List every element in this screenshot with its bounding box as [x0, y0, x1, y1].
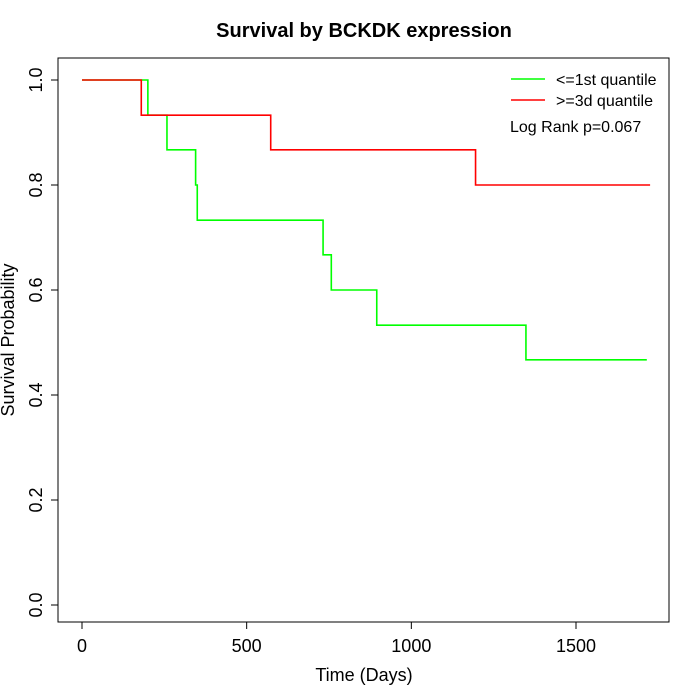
plot-frame — [57, 57, 670, 623]
x-tick-label: 1000 — [391, 636, 431, 656]
series-layer — [82, 79, 651, 361]
y-tick-label: 1.0 — [26, 67, 46, 92]
y-tick-label: 0.2 — [26, 487, 46, 512]
legend-label-2: >=3d quantile — [556, 93, 653, 110]
x-tick-label: 0 — [77, 636, 87, 656]
series-line-2 — [82, 79, 651, 186]
y-tick-label: 0.0 — [26, 592, 46, 617]
y-tick-label: 0.6 — [26, 277, 46, 302]
chart-title: Survival by BCKDK expression — [216, 20, 512, 42]
y-axis-label: Survival Probability — [0, 263, 18, 416]
y-tick-label: 0.8 — [26, 172, 46, 197]
x-tick-label: 1500 — [556, 636, 596, 656]
x-axis: 0 500 1000 1500 — [77, 621, 596, 656]
y-tick-label: 0.4 — [26, 382, 46, 407]
log-rank-annotation: Log Rank p=0.067 — [510, 119, 641, 136]
x-tick-label: 500 — [232, 636, 262, 656]
y-axis: 0.0 0.2 0.4 0.6 0.8 1.0 — [26, 67, 59, 618]
x-axis-label: Time (Days) — [315, 665, 412, 685]
legend: <=1st quantile >=3d quantile — [511, 72, 657, 110]
legend-label-1: <=1st quantile — [556, 72, 657, 89]
